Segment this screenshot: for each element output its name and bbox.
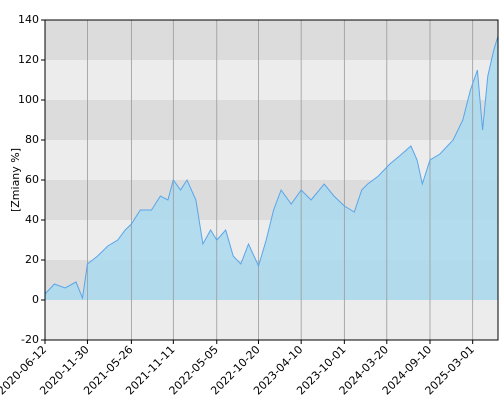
y-tick-label: 80 xyxy=(25,133,39,146)
line xyxy=(44,35,499,300)
grid-band xyxy=(45,100,498,140)
y-axis-label: [Zmiany %] xyxy=(9,148,22,212)
grid-band xyxy=(45,300,498,340)
grid-band xyxy=(45,60,498,100)
y-tick-label: 0 xyxy=(32,293,39,306)
y-tick-label: 60 xyxy=(25,173,39,186)
y-tick-label: 120 xyxy=(18,53,39,66)
grid-band xyxy=(45,20,498,60)
grid-band xyxy=(45,140,498,180)
y-tick-label: 40 xyxy=(25,213,39,226)
y-tick-label: 140 xyxy=(18,13,39,26)
area xyxy=(45,36,498,300)
y-tick-label: 20 xyxy=(25,253,39,266)
y-tick-label: 100 xyxy=(18,93,39,106)
plot-frame xyxy=(44,19,499,341)
y-tick-label: -20 xyxy=(21,333,39,346)
